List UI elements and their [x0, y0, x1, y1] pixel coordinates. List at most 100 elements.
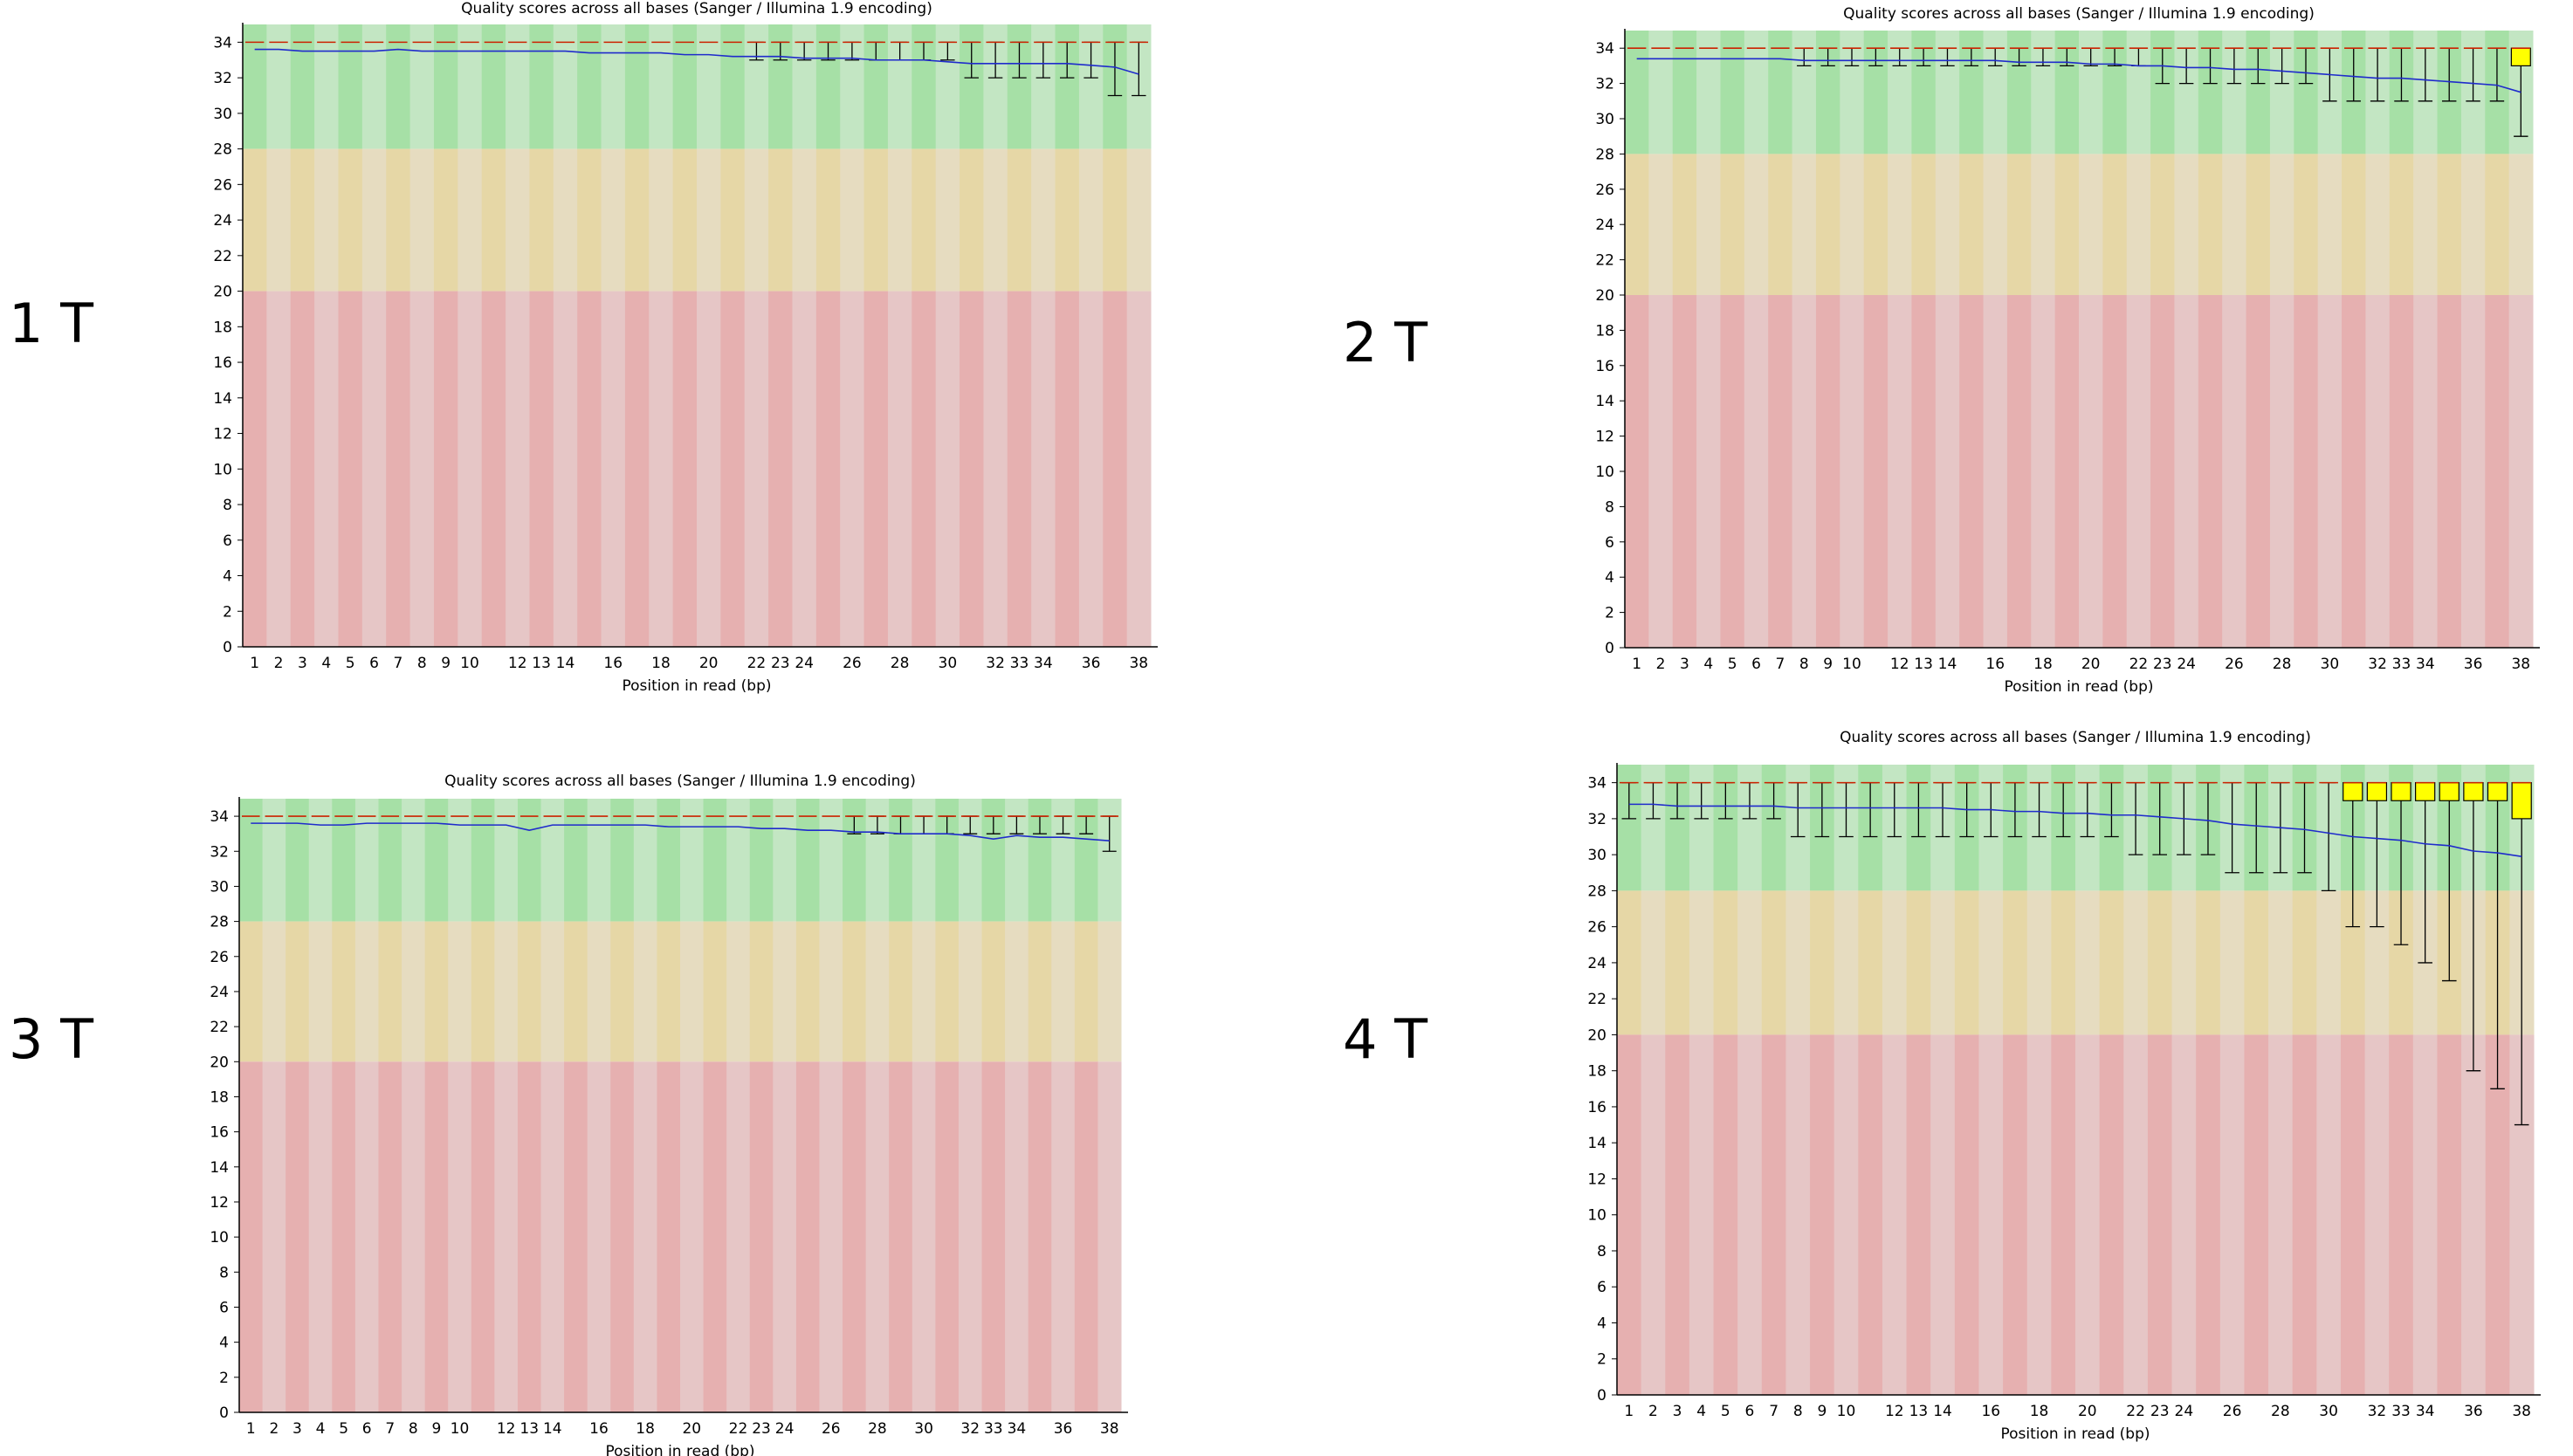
quality-band-0-stripe [506, 24, 530, 149]
x-tick-label: 22 [2129, 656, 2149, 673]
panel-label-3: 3 T [9, 1007, 94, 1071]
y-tick-label: 30 [1595, 111, 1614, 128]
quality-band-0-stripe [703, 799, 727, 922]
quality-band-0-stripe [564, 799, 588, 922]
quality-band-2-stripe [262, 1061, 286, 1412]
y-tick-label: 24 [1595, 216, 1614, 234]
quality-band-0-stripe [587, 799, 611, 922]
quality-band-2-stripe [773, 1061, 797, 1412]
x-tick-label: 2 [1656, 656, 1666, 673]
quality-band-1-stripe [1911, 154, 1937, 295]
y-tick-label: 8 [1605, 498, 1614, 516]
quality-band-1-stripe [935, 921, 960, 1062]
iqr-box [2391, 782, 2411, 801]
quality-band-1-stripe [553, 148, 578, 292]
x-tick-label: 6 [362, 1420, 372, 1438]
quality-band-1-stripe [657, 921, 681, 1062]
y-tick-label: 10 [1595, 464, 1614, 481]
quality-band-1-stripe [402, 921, 426, 1062]
quality-band-1-stripe [624, 148, 650, 292]
quality-band-0-stripe [1768, 31, 1793, 155]
quality-band-2-stripe [286, 1061, 310, 1412]
x-tick-label: 36 [1054, 1420, 1073, 1438]
quality-band-2-stripe [697, 291, 721, 647]
quality-band-0-stripe [481, 24, 506, 149]
quality-band-2-stripe [1930, 1034, 1956, 1395]
x-tick-label: 14 [543, 1420, 562, 1438]
x-tick-label: 26 [822, 1420, 841, 1438]
y-tick-label: 32 [210, 843, 229, 861]
quality-band-1-stripe [409, 148, 435, 292]
quality-band-0-stripe [624, 24, 650, 149]
quality-band-1-stripe [2051, 890, 2076, 1035]
quality-band-1-stripe [1935, 154, 1960, 295]
y-tick-label: 4 [1605, 569, 1614, 587]
quality-band-1-stripe [1840, 154, 1865, 295]
quality-band-2-stripe [2413, 295, 2439, 648]
x-tick-label: 12 [1885, 1403, 1904, 1420]
quality-band-2-stripe [2126, 295, 2151, 648]
quality-band-2-stripe [2246, 295, 2271, 648]
quality-band-2-stripe [2460, 295, 2486, 648]
quality-band-1-stripe [308, 921, 333, 1062]
x-tick-label: 8 [1793, 1403, 1803, 1420]
x-tick-label: 32 [960, 1420, 980, 1438]
quality-band-1-stripe [610, 921, 635, 1062]
quality-band-2-stripe [540, 1061, 565, 1412]
quality-band-2-stripe [2054, 295, 2080, 648]
quality-band-2-stripe [2268, 1034, 2294, 1395]
quality-band-1-stripe [1720, 154, 1745, 295]
quality-band-1-stripe [2102, 154, 2128, 295]
quality-band-2-stripe [1959, 295, 1985, 648]
quality-band-1-stripe [2294, 154, 2319, 295]
x-tick-label: 10 [1837, 1403, 1856, 1420]
quality-band-2-stripe [290, 291, 315, 647]
quality-band-1-stripe [2246, 154, 2271, 295]
quality-band-1-stripe [2268, 890, 2294, 1035]
x-tick-label: 32 [986, 655, 1005, 672]
quality-band-2-stripe [1983, 295, 2008, 648]
quality-band-1-stripe [2123, 890, 2149, 1035]
y-tick-label: 10 [1587, 1207, 1606, 1225]
y-tick-label: 26 [1587, 919, 1606, 937]
quality-band-2-stripe [424, 1061, 449, 1412]
quality-band-1-stripe [792, 148, 817, 292]
x-tick-label: 23 [771, 655, 790, 672]
x-tick-label: 4 [1696, 1403, 1706, 1420]
quality-band-1-stripe [672, 148, 698, 292]
quality-band-2-stripe [2292, 1034, 2317, 1395]
quality-band-2-stripe [2508, 295, 2534, 648]
quality-band-2-stripe [912, 291, 937, 647]
x-tick-label: 8 [1799, 656, 1809, 673]
x-tick-label: 6 [1751, 656, 1761, 673]
quality-band-1-stripe [2026, 890, 2052, 1035]
quality-band-2-stripe [935, 291, 960, 647]
quality-band-1-stripe [1617, 890, 1642, 1035]
quality-band-1-stripe [887, 148, 912, 292]
x-tick-label: 2 [1648, 1403, 1658, 1420]
y-tick-label: 14 [1595, 393, 1614, 410]
quality-band-1-stripe [726, 921, 751, 1062]
quality-band-1-stripe [1696, 154, 1721, 295]
quality-band-2-stripe [553, 291, 578, 647]
x-tick-label: 28 [2273, 656, 2292, 673]
quality-band-1-stripe [587, 921, 611, 1062]
quality-band-1-stripe [471, 921, 495, 1062]
quality-band-2-stripe [1906, 1034, 1931, 1395]
x-axis-label: Position in read (bp) [622, 677, 771, 695]
x-tick-label: 3 [298, 655, 307, 672]
quality-band-2-stripe [338, 291, 363, 647]
quality-band-0-stripe [773, 799, 797, 922]
quality-band-1-stripe [361, 148, 387, 292]
iqr-box [2415, 782, 2436, 801]
x-tick-label: 38 [2511, 656, 2530, 673]
quality-band-1-stripe [912, 148, 937, 292]
quality-band-1-stripe [481, 148, 506, 292]
quality-band-2-stripe [2437, 1034, 2462, 1395]
quality-band-2-stripe [749, 1061, 774, 1412]
quality-band-2-stripe [2099, 1034, 2124, 1395]
y-tick-label: 22 [1595, 252, 1614, 270]
quality-band-2-stripe [409, 291, 435, 647]
quality-band-2-stripe [1097, 1061, 1122, 1412]
x-tick-label: 5 [1728, 656, 1737, 673]
